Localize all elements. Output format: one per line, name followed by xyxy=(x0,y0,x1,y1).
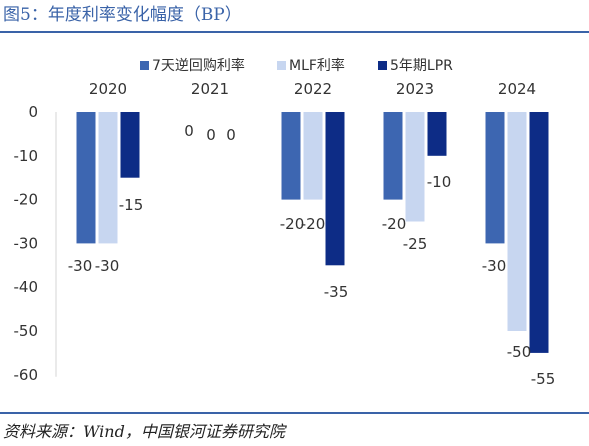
bar-2 xyxy=(405,112,425,222)
title-rule xyxy=(0,31,589,33)
data-label: -30 xyxy=(68,257,93,275)
bar-2 xyxy=(507,112,527,331)
bar-3 xyxy=(529,112,549,353)
y-tick-label: 0 xyxy=(28,103,38,121)
legend-swatch-3 xyxy=(378,61,387,70)
bar-chart: 0 -10 -20 -30 -40 -50 -60 2020 2021 2022 2023 2024 -… xyxy=(14,57,556,388)
category-label: 2024 xyxy=(498,80,536,98)
data-label: -20 xyxy=(301,215,326,233)
bar-2 xyxy=(98,112,118,244)
data-label: -10 xyxy=(427,173,452,191)
data-label: -30 xyxy=(482,257,507,275)
data-label: -35 xyxy=(324,283,349,301)
bar-1 xyxy=(383,112,403,200)
category-label: 2022 xyxy=(294,80,332,98)
data-label: -20 xyxy=(280,215,305,233)
legend-label: 5年期LPR xyxy=(390,58,453,74)
footer-rule xyxy=(0,412,589,414)
data-label: 0 xyxy=(226,126,236,144)
chart-title: 图5：年度利率变化幅度（BP） xyxy=(3,5,242,25)
category-label: 2023 xyxy=(396,80,434,98)
data-label: -50 xyxy=(507,343,532,361)
y-tick-label: -40 xyxy=(14,278,39,296)
data-label: 0 xyxy=(184,122,194,140)
y-tick-label: -30 xyxy=(14,234,39,252)
legend-swatch-1 xyxy=(140,61,149,70)
legend-swatch-2 xyxy=(277,61,286,70)
data-label: -15 xyxy=(119,196,144,214)
data-label: -25 xyxy=(403,235,428,253)
bar-3 xyxy=(427,112,447,156)
data-label: -20 xyxy=(382,215,407,233)
bar-1 xyxy=(76,112,96,244)
bar-2 xyxy=(303,112,323,200)
y-tick-label: -20 xyxy=(14,191,39,209)
source-note: 资料来源：Wind，中国银河证券研究院 xyxy=(3,422,285,441)
legend-label: 7天逆回购利率 xyxy=(152,57,245,74)
bar-1 xyxy=(485,112,505,244)
data-label: -30 xyxy=(95,257,120,275)
bar-1 xyxy=(281,112,301,200)
data-label: -55 xyxy=(531,370,556,388)
data-label: 0 xyxy=(206,126,216,144)
y-tick-label: -60 xyxy=(14,366,39,384)
bar-3 xyxy=(325,112,345,266)
legend-label: MLF利率 xyxy=(289,57,345,74)
y-tick-label: -10 xyxy=(14,147,39,165)
y-tick-label: -50 xyxy=(14,322,39,340)
bar-3 xyxy=(120,112,140,178)
category-label: 2021 xyxy=(191,80,229,98)
category-label: 2020 xyxy=(89,80,127,98)
